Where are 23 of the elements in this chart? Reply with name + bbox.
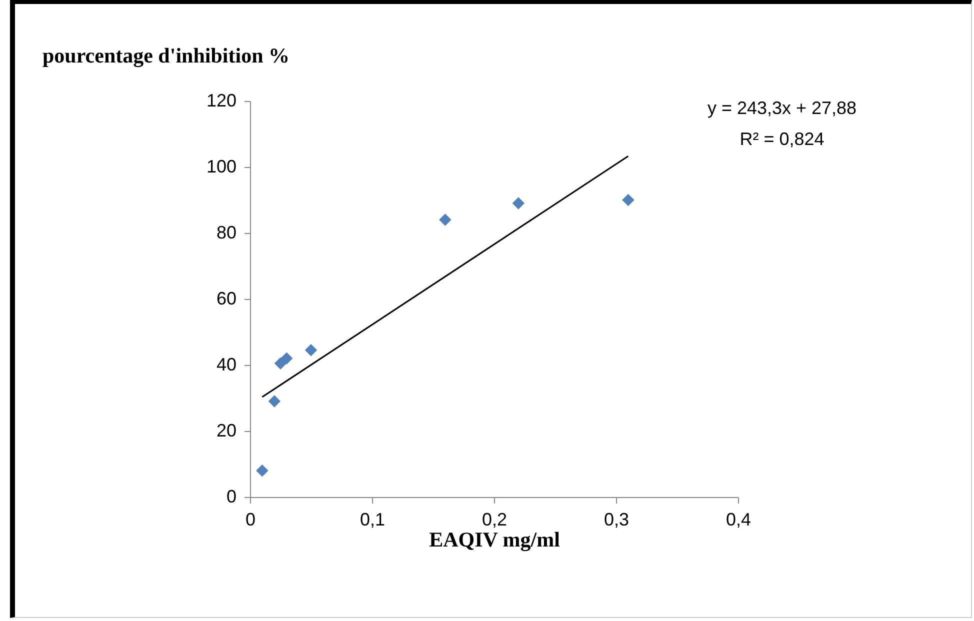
y-tick-label: 100	[206, 156, 236, 176]
x-tick-label: 0,4	[726, 510, 752, 530]
point	[512, 197, 525, 210]
x-tick-label: 0,3	[604, 510, 630, 530]
point	[622, 194, 634, 206]
point	[280, 352, 293, 365]
y-tick-label: 120	[206, 90, 236, 110]
text: R² = 0,824	[740, 129, 824, 149]
y-tick-label: 0	[226, 486, 236, 506]
y-tick-label: 20	[216, 420, 236, 440]
x-tick-label: 0,2	[482, 510, 508, 530]
y-tick-label: 60	[216, 288, 236, 308]
x-tick-label: 0	[245, 510, 256, 530]
point	[439, 214, 452, 226]
y-tick-label: 80	[216, 222, 236, 242]
point	[268, 395, 281, 408]
point	[304, 344, 318, 356]
point	[256, 464, 268, 477]
x-tick-label: 0,1	[360, 510, 386, 530]
x-axis-title: EAQIV mg/ml	[429, 528, 560, 552]
y-tick-label: 40	[216, 354, 236, 374]
y-axis-title: pourcentage d'inhibition %	[42, 44, 290, 68]
annotation: y = 243,3x + 27,88	[707, 98, 857, 118]
